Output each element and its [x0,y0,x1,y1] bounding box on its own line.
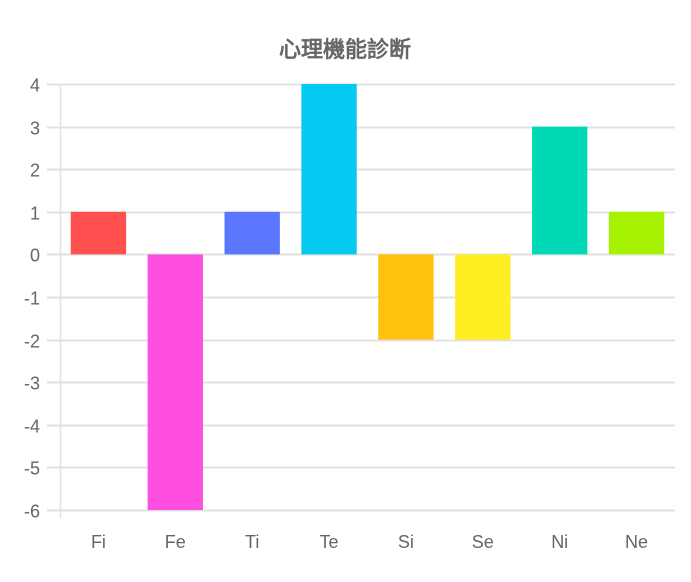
bar-si[interactable] [378,254,434,340]
x-tick-label: Fe [165,532,186,552]
y-tick-label: -4 [24,417,40,437]
x-axis-labels: Fi Fe Ti Te Si Se Ni Ne [91,532,648,552]
bar-ti[interactable] [224,211,280,255]
bar-fe[interactable] [147,254,203,510]
x-tick-label: Se [472,532,494,552]
x-tick-label: Si [398,532,414,552]
y-axis-labels: 4 3 2 1 0 -1 -2 -3 -4 -5 -6 [24,76,40,522]
y-tick-label: 0 [30,246,40,266]
chart-title: 心理機能診断 [279,37,411,62]
bar-fi[interactable] [70,211,127,255]
y-tick-label: 4 [30,76,40,96]
bar-ni[interactable] [532,126,588,255]
bar-ne[interactable] [608,211,665,255]
x-tick-label: Te [320,532,339,552]
bar-te[interactable] [301,84,357,255]
y-tick-label: -3 [24,374,40,394]
y-tick-label: 2 [30,161,40,181]
x-tick-label: Fi [91,532,106,552]
y-tick-label: -6 [24,502,40,522]
y-tick-label: 1 [30,204,40,224]
x-tick-label: Ni [551,532,568,552]
bar-se[interactable] [455,254,511,340]
y-tick-label: -1 [24,289,40,309]
bars [70,84,665,510]
y-tick-label: 3 [30,119,40,139]
x-tick-label: Ti [245,532,259,552]
x-tick-label: Ne [625,532,648,552]
y-tick-label: -5 [24,459,40,479]
y-tick-label: -2 [24,332,40,352]
